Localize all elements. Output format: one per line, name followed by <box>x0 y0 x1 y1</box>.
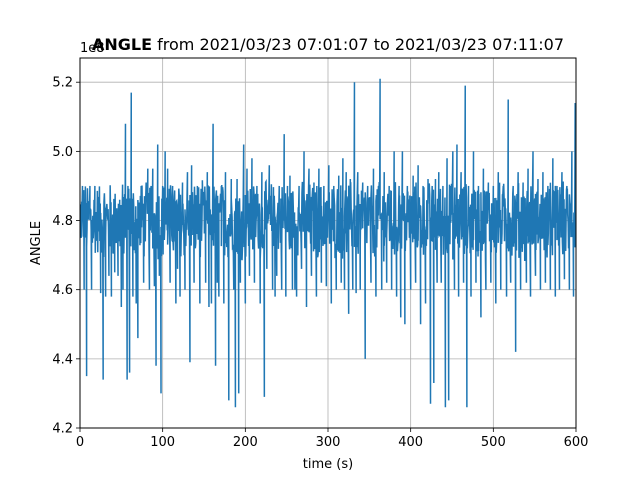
x-tick-label: 400 <box>398 435 423 450</box>
x-tick-label: 300 <box>316 435 341 450</box>
y-tick-label: 5.0 <box>52 145 73 160</box>
x-tick-label: 100 <box>150 435 175 450</box>
chart-title-rest: from 2021/03/23 07:01:07 to 2021/03/23 0… <box>152 35 564 54</box>
x-axis-ticks: 0 100 200 300 400 500 600 <box>76 428 589 450</box>
chart-title-bold: ANGLE <box>92 35 152 54</box>
y-axis-label: ANGLE <box>29 221 44 265</box>
y-tick-label: 4.2 <box>52 422 73 437</box>
y-tick-label: 5.2 <box>52 76 73 91</box>
x-tick-label: 200 <box>233 435 258 450</box>
series-line <box>80 78 576 408</box>
x-axis-label: time (s) <box>303 457 353 472</box>
y-tick-label: 4.6 <box>52 283 73 298</box>
y-offset-label: 1e8 <box>80 41 105 56</box>
x-tick-label: 0 <box>76 435 84 450</box>
y-axis-ticks: 4.2 4.4 4.6 4.8 5.0 5.2 <box>52 76 80 437</box>
chart-title: ANGLE from 2021/03/23 07:01:07 to 2021/0… <box>92 35 564 54</box>
y-tick-label: 4.8 <box>52 214 73 229</box>
y-tick-label: 4.4 <box>52 352 73 367</box>
x-tick-label: 600 <box>564 435 589 450</box>
x-tick-label: 500 <box>481 435 506 450</box>
